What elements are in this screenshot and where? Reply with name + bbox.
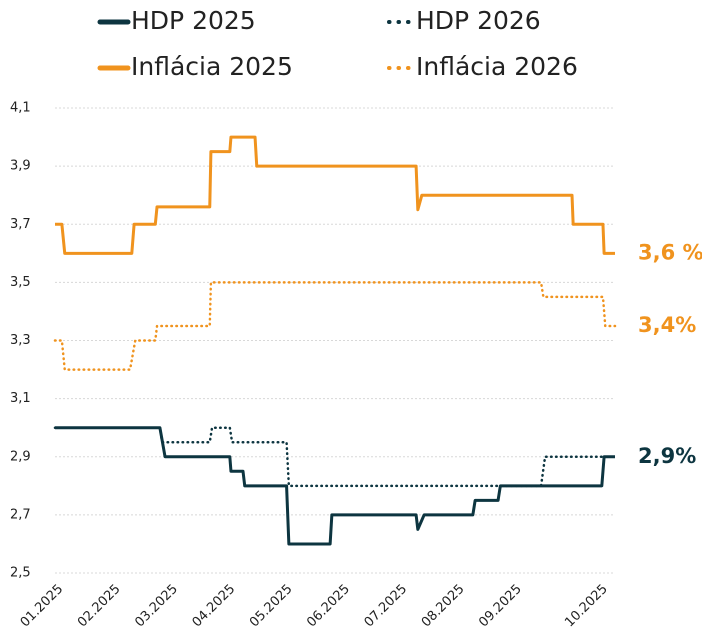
end-label: 2,9% [638, 444, 696, 468]
x-tick-label: 08.2025 [419, 582, 468, 631]
y-tick-label: 4,1 [10, 101, 31, 116]
y-tick-label: 2,9 [10, 449, 31, 464]
x-tick-label: 07.2025 [362, 582, 411, 631]
legend-label: HDP 2026 [416, 6, 541, 35]
x-tick-label: 09.2025 [476, 582, 525, 631]
series-line [55, 135, 615, 255]
y-tick-label: 3,1 [10, 391, 31, 406]
legend-label: Inflácia 2026 [416, 52, 578, 81]
end-label: 3,6 % [638, 240, 702, 264]
y-tick-label: 2,7 [10, 507, 31, 522]
x-tick-label: 05.2025 [247, 582, 296, 631]
x-tick-label: 10.2025 [562, 582, 611, 631]
series-line [55, 426, 615, 546]
x-tick-label: 06.2025 [304, 582, 353, 631]
end-label: 3,4% [638, 313, 696, 337]
series-line [53, 281, 617, 371]
y-tick-label: 3,7 [10, 217, 31, 232]
y-tick-label: 3,9 [10, 159, 31, 174]
y-tick-label: 3,3 [10, 333, 31, 348]
y-tick-label: 3,5 [10, 275, 31, 290]
y-tick-label: 2,5 [10, 566, 31, 581]
x-tick-label: 02.2025 [75, 582, 124, 631]
legend-label: Inflácia 2025 [131, 52, 293, 81]
x-tick-label: 01.2025 [18, 582, 67, 631]
x-tick-label: 04.2025 [190, 582, 239, 631]
series-line [53, 426, 617, 488]
legend-label: HDP 2025 [131, 6, 256, 35]
x-tick-label: 03.2025 [132, 582, 181, 631]
